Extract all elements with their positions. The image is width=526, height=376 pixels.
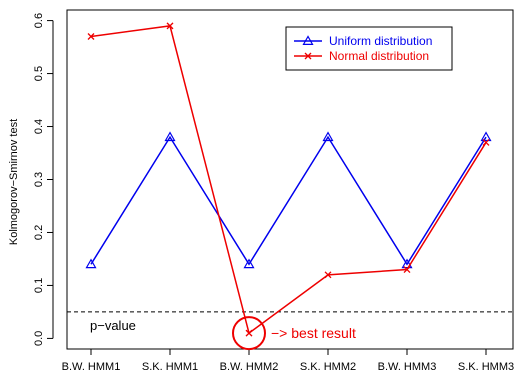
series-line <box>91 26 486 333</box>
y-tick-label: 0.3 <box>33 172 45 187</box>
y-axis-label: Kolmogorov−Smirnov test <box>8 119 20 245</box>
x-tick-label: B.W. HMM2 <box>220 361 279 373</box>
legend-label: Uniform distribution <box>329 34 432 48</box>
y-tick-label: 0.5 <box>33 66 45 81</box>
x-axis: B.W. HMM1 S.K. HMM1 B.W. HMM2 S.K. HMM2 B.W.… <box>62 349 514 373</box>
p-value-label: p−value <box>90 318 136 333</box>
y-tick-label: 0.1 <box>33 278 45 293</box>
y-tick-label: 0.2 <box>33 225 45 240</box>
annotation-layer: −> best result <box>233 317 356 349</box>
best-result-label: −> best result <box>271 325 356 341</box>
y-tick-label: 0.4 <box>33 119 45 134</box>
legend-label: Normal distribution <box>329 49 429 63</box>
x-tick-label: S.K. HMM3 <box>458 361 514 373</box>
triangle-marker <box>482 133 491 141</box>
x-tick-label: B.W. HMM3 <box>378 361 437 373</box>
x-tick-label: S.K. HMM2 <box>300 361 356 373</box>
y-tick-label: 0.0 <box>33 331 45 346</box>
series-line <box>91 137 486 264</box>
x-tick-label: S.K. HMM1 <box>142 361 198 373</box>
y-axis: 0.0 0.1 0.2 0.3 0.4 0.5 0.6 <box>33 13 53 346</box>
series-uniform-distribution <box>87 133 491 268</box>
y-tick-label: 0.6 <box>33 13 45 28</box>
x-tick-label: B.W. HMM1 <box>62 361 121 373</box>
